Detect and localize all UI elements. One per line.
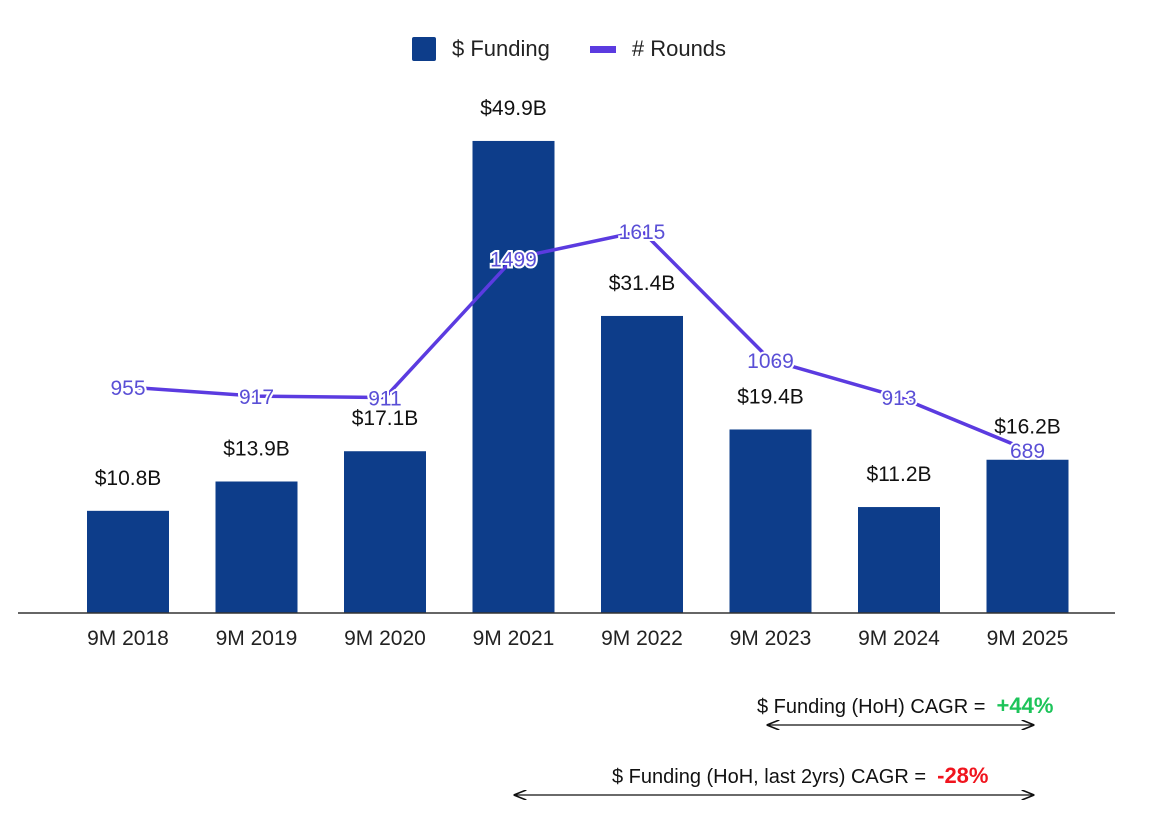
funding-bar bbox=[601, 315, 683, 613]
x-tick-label: 9M 2020 bbox=[344, 627, 426, 650]
legend-rounds-swatch bbox=[589, 45, 616, 53]
x-tick-label: 9M 2018 bbox=[87, 627, 169, 650]
rounds-data-label: 913 bbox=[881, 387, 916, 410]
x-tick-label: 9M 2022 bbox=[601, 627, 683, 650]
x-tick-label: 9M 2019 bbox=[216, 627, 298, 650]
cagr-2yr-annotation: $ Funding (HoH, last 2yrs) CAGR = -28% bbox=[612, 763, 988, 789]
funding-data-label: $11.2B bbox=[867, 463, 932, 486]
legend-rounds-label: # Rounds bbox=[631, 36, 727, 61]
chart-legend: $ Funding # Rounds bbox=[412, 36, 726, 62]
funding-data-label: $19.4B bbox=[737, 385, 804, 408]
funding-bar bbox=[729, 429, 812, 613]
funding-data-label: $16.2B bbox=[994, 416, 1061, 439]
funding-data-label: $31.4B bbox=[609, 272, 676, 295]
funding-data-label: $10.8B bbox=[95, 467, 162, 490]
rounds-data-label: 1499 bbox=[490, 248, 537, 271]
funding-bar bbox=[472, 140, 555, 614]
cagr-hoh-value: +44% bbox=[996, 693, 1054, 718]
x-tick-label: 9M 2025 bbox=[987, 627, 1069, 650]
rounds-data-label: 911 bbox=[368, 388, 401, 411]
cagr-2yr-label: $ Funding (HoH, last 2yrs) CAGR = bbox=[612, 766, 926, 788]
funding-bar bbox=[986, 459, 1069, 613]
rounds-data-label: 1615 bbox=[619, 221, 666, 244]
rounds-data-label: 1069 bbox=[747, 350, 794, 373]
funding-bar bbox=[344, 451, 426, 613]
funding-data-label: $49.9B bbox=[480, 97, 547, 120]
x-tick-label: 9M 2021 bbox=[473, 627, 555, 650]
funding-data-label: $13.9B bbox=[223, 438, 290, 461]
rounds-data-label: 689 bbox=[1010, 440, 1045, 463]
funding-bar bbox=[87, 510, 169, 613]
rounds-data-label: 955 bbox=[110, 377, 145, 400]
legend-funding-label: $ Funding bbox=[452, 36, 550, 61]
funding-bar bbox=[215, 481, 298, 613]
cagr-hoh-label: $ Funding (HoH) CAGR = bbox=[757, 696, 986, 718]
funding-data-label: $17.1B bbox=[352, 407, 419, 430]
cagr-2yr-value: -28% bbox=[937, 763, 989, 788]
funding-bar bbox=[858, 507, 940, 613]
x-tick-label: 9M 2024 bbox=[858, 627, 940, 650]
legend-funding-swatch bbox=[412, 37, 436, 61]
rounds-data-label: 917 bbox=[239, 386, 274, 409]
rounds-line bbox=[127, 229, 1029, 452]
cagr-hoh-annotation: $ Funding (HoH) CAGR = +44% bbox=[757, 693, 1053, 719]
x-tick-label: 9M 2023 bbox=[730, 627, 812, 650]
